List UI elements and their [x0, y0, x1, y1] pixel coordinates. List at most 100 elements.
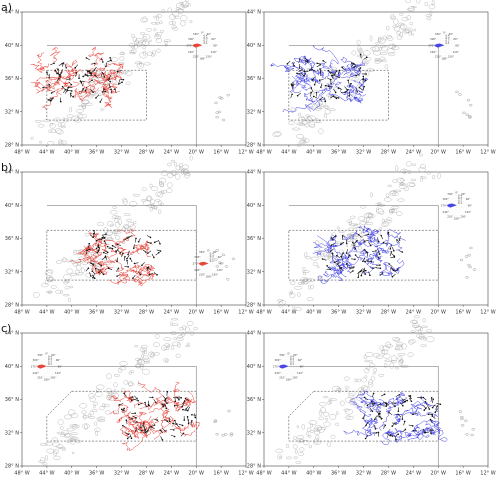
arrow-head [349, 254, 351, 256]
arrow-head [48, 84, 50, 86]
arrow-head [145, 251, 147, 253]
x-tick-label: 24° W [164, 310, 179, 316]
arrow-head [422, 397, 424, 399]
arrow-head [353, 266, 355, 268]
x-tick-label: 16° W [213, 310, 228, 316]
arrow-head [346, 243, 348, 245]
map-frame [264, 172, 488, 305]
arrow-head [71, 84, 73, 86]
arrow-head [365, 73, 367, 75]
arrow-head [185, 398, 187, 400]
arrow-head [167, 420, 169, 422]
y-tick-label: 36° N [5, 236, 19, 242]
bathymetry-contour [174, 162, 177, 166]
x-tick-label: 32° W [356, 471, 371, 477]
arrow-head [336, 255, 338, 257]
rose-radius-label: 0.1 [203, 41, 207, 45]
x-tick-label: 40° W [64, 150, 79, 156]
bathymetry-contour [412, 164, 416, 166]
arrow-head [337, 263, 339, 265]
bathymetry-contour [172, 324, 179, 326]
arrow-head [152, 397, 154, 399]
arrow-head [92, 91, 94, 93]
arrow-head [60, 72, 62, 74]
arrow-head [136, 398, 138, 400]
arrow-head [355, 254, 357, 256]
arrow-head [379, 264, 381, 266]
arrow-head [404, 421, 406, 423]
arrow-head [78, 77, 80, 79]
arrow-head [370, 245, 372, 247]
arrow-head [322, 60, 324, 62]
x-tick-label: 28° W [381, 150, 396, 156]
arrow-head [107, 252, 109, 254]
arrow-head [188, 423, 190, 425]
arrow-head [60, 101, 62, 103]
rose-radius-label: 0.1 [48, 362, 52, 366]
rose-angle-label: 240° [188, 50, 195, 54]
arrow-head [391, 251, 393, 253]
arrow-head [191, 420, 193, 422]
arrow-head [183, 433, 185, 435]
y-tick-label: 28° N [5, 143, 19, 149]
arrow-head [123, 408, 125, 410]
y-tick-label: 40° N [247, 364, 261, 370]
arrow-head [126, 419, 128, 421]
x-tick-label: 32° W [114, 471, 129, 477]
arrow-head [142, 425, 144, 427]
arrow-head [158, 252, 160, 254]
arrow-head [100, 239, 102, 241]
arrow-head [82, 88, 84, 90]
bathymetry-contour [420, 164, 426, 169]
x-tick-label: 40° W [64, 310, 79, 316]
arrow-head [126, 258, 128, 260]
arrow-head [394, 402, 396, 404]
arrow-head [118, 83, 120, 85]
arrow-head [150, 242, 152, 244]
arrow-head [115, 251, 117, 253]
arrow-head [397, 433, 399, 435]
y-tick-label: 36° N [247, 76, 261, 82]
arrow-head [101, 265, 103, 267]
arrow-head [75, 72, 77, 74]
arrow-head [330, 268, 332, 270]
arrow-head [307, 60, 309, 62]
rose-angle-label: 240° [33, 371, 40, 375]
x-tick-label: 44° W [39, 310, 54, 316]
arrow-head [334, 261, 336, 263]
arrow-head [110, 60, 112, 62]
rose-angle-label: 120° [453, 50, 460, 54]
arrow-head [320, 86, 322, 88]
arrow-head [140, 274, 142, 276]
rose-angle-label: 300° [275, 358, 282, 362]
arrow-head [365, 438, 367, 440]
arrow-head [394, 406, 396, 408]
arrow-head [180, 397, 182, 399]
bathymetry-contour [185, 327, 189, 332]
y-tick-label: 36° N [5, 76, 19, 82]
rose-angle-label: 90° [455, 43, 460, 47]
arrow-head [440, 403, 442, 405]
arrow-head [174, 405, 176, 407]
arrow-head [352, 270, 354, 272]
arrow-head [405, 429, 407, 431]
arrow-head [385, 405, 387, 407]
arrow-head [432, 407, 434, 409]
arrow-head [126, 260, 128, 262]
arrow-head [356, 91, 358, 93]
arrow-head [296, 73, 298, 75]
arrow-head [112, 245, 114, 247]
arrow-head [381, 418, 383, 420]
arrow-head [173, 429, 175, 431]
y-tick-label: 32° N [5, 109, 19, 115]
arrow-head [103, 252, 105, 254]
arrow-head [299, 67, 301, 69]
arrow-head [175, 400, 177, 402]
arrow-head [425, 401, 427, 403]
rose-angle-label: 270° [186, 43, 193, 47]
arrow-head [174, 420, 176, 422]
y-tick-label: 44° N [5, 10, 19, 16]
rose-angle-label: 210° [447, 215, 454, 219]
arrow-head [373, 403, 375, 405]
